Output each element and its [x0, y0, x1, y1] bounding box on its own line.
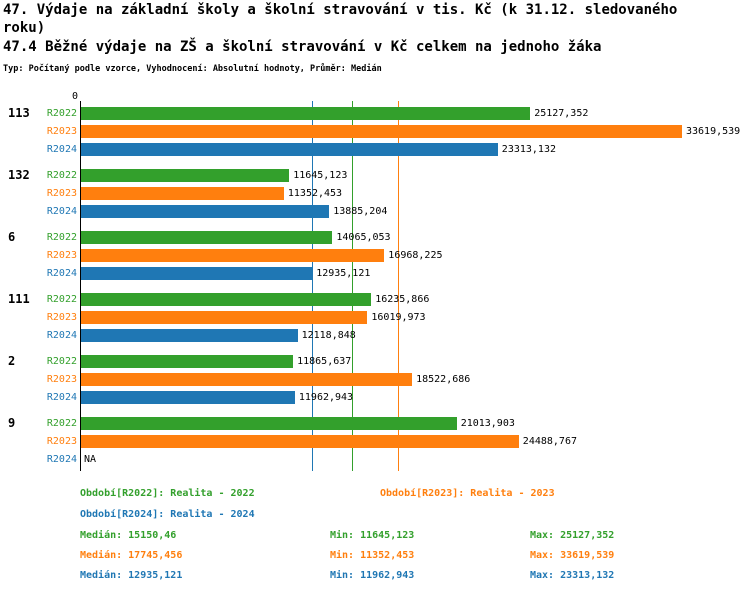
bar-value-label: 16235,866: [375, 294, 430, 305]
bar-value-label: 33619,539: [686, 126, 741, 137]
bar-value-label: 25127,352: [534, 108, 589, 119]
stat-max-r2023: Max: 33619,539: [530, 550, 615, 561]
median-line-r2022: [351, 101, 353, 471]
bar-value-label: 12935,121: [316, 268, 371, 279]
bar: [81, 417, 457, 430]
year-label: R2024: [46, 454, 77, 465]
bar-value-label: 24488,767: [522, 436, 577, 447]
legend-item-r2023: Období[R2023]: Realita - 2023: [380, 488, 555, 499]
bar: [81, 293, 372, 306]
bar-value-label: 16019,973: [371, 312, 426, 323]
chart-meta: Typ: Počítaný podle vzorce, Vyhodnocení:…: [3, 64, 382, 74]
bar-value-label: 21013,903: [460, 418, 515, 429]
bar: [81, 125, 682, 138]
legend-item-r2024: Období[R2024]: Realita - 2024: [80, 509, 255, 520]
chart-subtitle: 47.4 Běžné výdaje na ZŠ a školní stravov…: [3, 39, 602, 55]
year-label: R2024: [46, 392, 77, 403]
year-label: R2022: [46, 232, 77, 243]
bar: [81, 391, 295, 404]
year-label: R2023: [46, 188, 77, 199]
year-label: R2023: [46, 126, 77, 137]
bar-value-label: NA: [84, 454, 97, 465]
bar: [81, 311, 368, 324]
stat-min-r2023: Min: 11352,453: [330, 550, 415, 561]
bar: [81, 169, 290, 182]
year-label: R2024: [46, 206, 77, 217]
bar: [81, 267, 313, 280]
year-label: R2024: [46, 330, 77, 341]
stat-median-r2022: Medián: 15150,46: [80, 530, 177, 541]
chart-title: 47. Výdaje na základní školy a školní st…: [3, 2, 678, 36]
year-label: R2022: [46, 356, 77, 367]
bar-value-label: 23313,132: [501, 144, 556, 155]
year-label: R2022: [46, 294, 77, 305]
bar-value-label: 18522,686: [416, 374, 471, 385]
bar: [81, 205, 330, 218]
bar: [81, 435, 519, 448]
year-label: R2024: [46, 268, 77, 279]
bar-value-label: 11645,123: [293, 170, 348, 181]
axis-line: [80, 101, 81, 471]
year-label: R2023: [46, 436, 77, 447]
year-label: R2022: [46, 108, 77, 119]
bar-value-label: 11962,943: [298, 392, 354, 403]
bar-value-label: 14065,053: [336, 232, 391, 243]
stat-median-r2024: Medián: 12935,121: [80, 570, 183, 581]
bar: [81, 107, 531, 120]
year-label: R2022: [46, 418, 77, 429]
stat-max-r2024: Max: 23313,132: [530, 570, 615, 581]
bar-value-label: 16968,225: [388, 250, 443, 261]
group-label: 6: [8, 230, 16, 244]
group-label: 111: [8, 292, 30, 306]
bar: [81, 231, 333, 244]
bar-value-label: 11865,637: [297, 356, 352, 367]
year-label: R2023: [46, 312, 77, 323]
bar: [81, 373, 413, 386]
stat-min-r2022: Min: 11645,123: [330, 530, 415, 541]
median-line-r2024: [312, 101, 314, 471]
bar-value-label: 11352,453: [287, 188, 343, 199]
year-label: R2023: [46, 374, 77, 385]
stat-max-r2022: Max: 25127,352: [530, 530, 615, 541]
median-line-r2023: [398, 101, 400, 471]
year-label: R2024: [46, 144, 77, 155]
group-label: 132: [8, 168, 30, 182]
bar-value-label: 13885,204: [333, 206, 388, 217]
stat-median-r2023: Medián: 17745,456: [80, 550, 183, 561]
axis-zero-label: 0: [71, 91, 78, 102]
bar: [81, 249, 385, 262]
bar-value-label: 12118,848: [301, 330, 356, 341]
bar: [81, 355, 294, 368]
year-label: R2023: [46, 250, 77, 261]
year-label: R2022: [46, 170, 77, 181]
bar: [81, 143, 498, 156]
bar: [81, 187, 284, 200]
group-label: 2: [8, 354, 16, 368]
group-label: 9: [8, 416, 16, 430]
stat-min-r2024: Min: 11962,943: [330, 570, 415, 581]
legend-item-r2022: Období[R2022]: Realita - 2022: [80, 488, 255, 499]
bar: [81, 329, 298, 342]
group-label: 113: [8, 106, 30, 120]
